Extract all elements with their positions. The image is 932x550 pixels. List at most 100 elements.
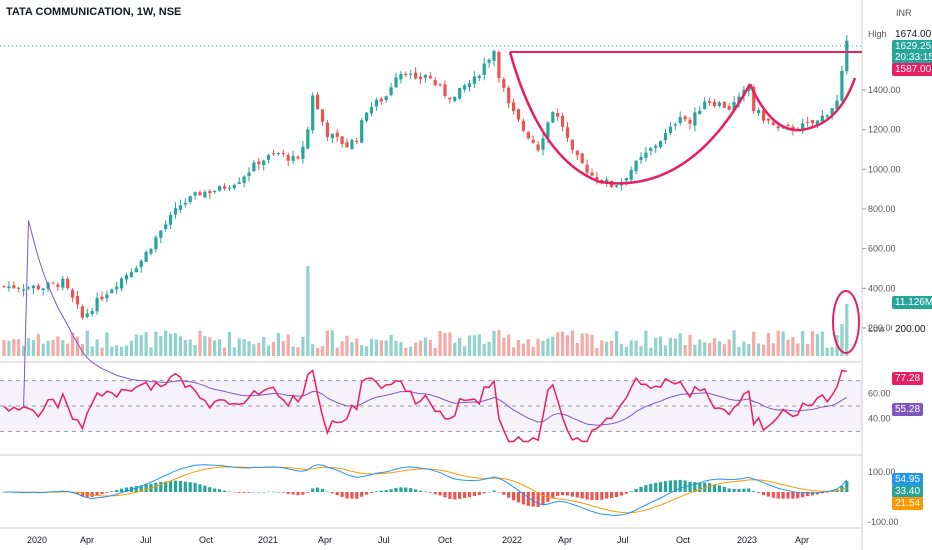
volume-bar	[105, 332, 109, 356]
macd-histogram-bar	[271, 491, 276, 493]
candle-body	[825, 115, 829, 117]
x-tick-label: 2020	[27, 535, 47, 545]
volume-bar	[257, 343, 261, 356]
macd-histogram-bar	[806, 492, 810, 497]
macd-histogram-bar	[80, 492, 84, 497]
macd-histogram-bar	[198, 484, 202, 492]
candle-body	[673, 124, 677, 126]
candle-body	[502, 79, 506, 88]
candle-body	[355, 140, 359, 142]
macd-histogram-bar	[526, 492, 530, 506]
volume-bar	[203, 336, 207, 356]
volume-bar	[232, 347, 236, 356]
candle-body	[757, 110, 761, 113]
volume-bar	[183, 340, 187, 356]
volume-bar	[580, 333, 584, 356]
macd-histogram-bar	[369, 492, 374, 493]
volume-bar	[605, 341, 609, 356]
volume-bar	[75, 336, 80, 356]
volume-bar	[316, 347, 320, 356]
candle-body	[134, 268, 138, 273]
candle-body	[345, 142, 349, 148]
candle-body	[71, 289, 75, 298]
macd-histogram-bar	[203, 485, 207, 492]
volume-bar	[502, 337, 506, 356]
macd-histogram-bar	[335, 492, 339, 496]
cup-pattern	[508, 51, 752, 185]
macd-histogram-bar	[379, 490, 383, 492]
macd-histogram-bar	[110, 491, 114, 492]
candle-body	[56, 284, 60, 287]
candle-body	[232, 184, 236, 189]
macd-histogram-bar	[144, 484, 148, 492]
volume-bar	[448, 332, 452, 356]
macd-histogram-bar	[325, 491, 329, 493]
candle-body	[301, 146, 305, 159]
macd-histogram-bar	[404, 487, 408, 492]
volume-bar	[271, 341, 276, 356]
volume-bar	[629, 340, 633, 356]
volume-bar	[66, 343, 70, 356]
macd-histogram-bar	[747, 488, 751, 492]
volume-bar	[443, 332, 447, 356]
volume-bar	[320, 346, 325, 356]
macd-histogram-bar	[575, 492, 579, 498]
candle-body	[761, 110, 766, 121]
candle-body	[384, 96, 388, 100]
volume-bar	[556, 332, 560, 356]
volume-bar	[237, 338, 241, 356]
volume-bar	[585, 333, 589, 356]
volume-bar	[286, 334, 290, 356]
volume-bar	[301, 336, 305, 356]
volume-bar	[786, 339, 790, 356]
candle-body	[771, 122, 775, 125]
candle-body	[316, 94, 320, 110]
macd-histogram-bar	[521, 492, 525, 505]
macd-histogram-bar	[193, 482, 197, 492]
candle-body	[477, 76, 481, 78]
candle-body	[276, 153, 280, 155]
macd-histogram-bar	[281, 492, 285, 493]
volume-bar	[614, 330, 619, 356]
candle-body	[438, 84, 442, 86]
volume-bar	[306, 266, 310, 356]
candle-body	[154, 237, 158, 250]
volume-bar	[791, 337, 795, 356]
volume-bar	[7, 340, 11, 356]
candle-body	[453, 96, 457, 102]
macd-histogram-bar	[698, 482, 702, 492]
macd-histogram-bar	[311, 488, 315, 492]
macd-histogram-bar	[472, 492, 476, 496]
candle-body	[36, 285, 40, 290]
x-tick-label: Apr	[318, 535, 332, 545]
volume-bar	[129, 340, 133, 356]
macd-histogram-bar	[237, 492, 241, 493]
last-price-tag: 1629.25	[892, 40, 932, 53]
macd-histogram-bar	[659, 482, 663, 492]
candle-body	[267, 155, 271, 160]
macd-line	[3, 464, 848, 516]
price-tick-label: 200.00	[868, 323, 896, 333]
candle-body	[12, 285, 16, 289]
macd-histogram-bar	[624, 492, 628, 494]
candle-body	[752, 87, 756, 112]
volume-bar	[570, 330, 574, 356]
candle-body	[169, 214, 173, 225]
macd-histogram-bar	[173, 480, 178, 492]
candle-body	[840, 70, 844, 101]
candle-body	[654, 145, 658, 148]
candle-body	[561, 115, 565, 127]
macd-tick-label: 100.00	[868, 467, 896, 477]
volume-bar	[276, 333, 280, 356]
candle-body	[208, 191, 212, 194]
x-tick-label: Oct	[199, 535, 214, 545]
macd-histogram-bar	[208, 487, 212, 492]
volume-bar	[668, 337, 672, 356]
volume-bar	[634, 340, 638, 356]
candle-body	[271, 153, 276, 155]
high-price-tag: 1674.00	[892, 28, 932, 41]
candle-body	[624, 178, 628, 181]
macd-histogram-bar	[409, 488, 413, 492]
candle-body	[806, 121, 810, 123]
candle-body	[129, 272, 133, 278]
